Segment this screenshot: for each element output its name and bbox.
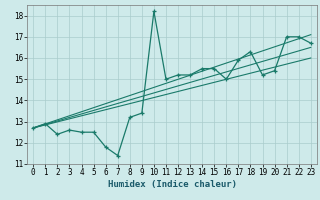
- X-axis label: Humidex (Indice chaleur): Humidex (Indice chaleur): [108, 180, 236, 189]
